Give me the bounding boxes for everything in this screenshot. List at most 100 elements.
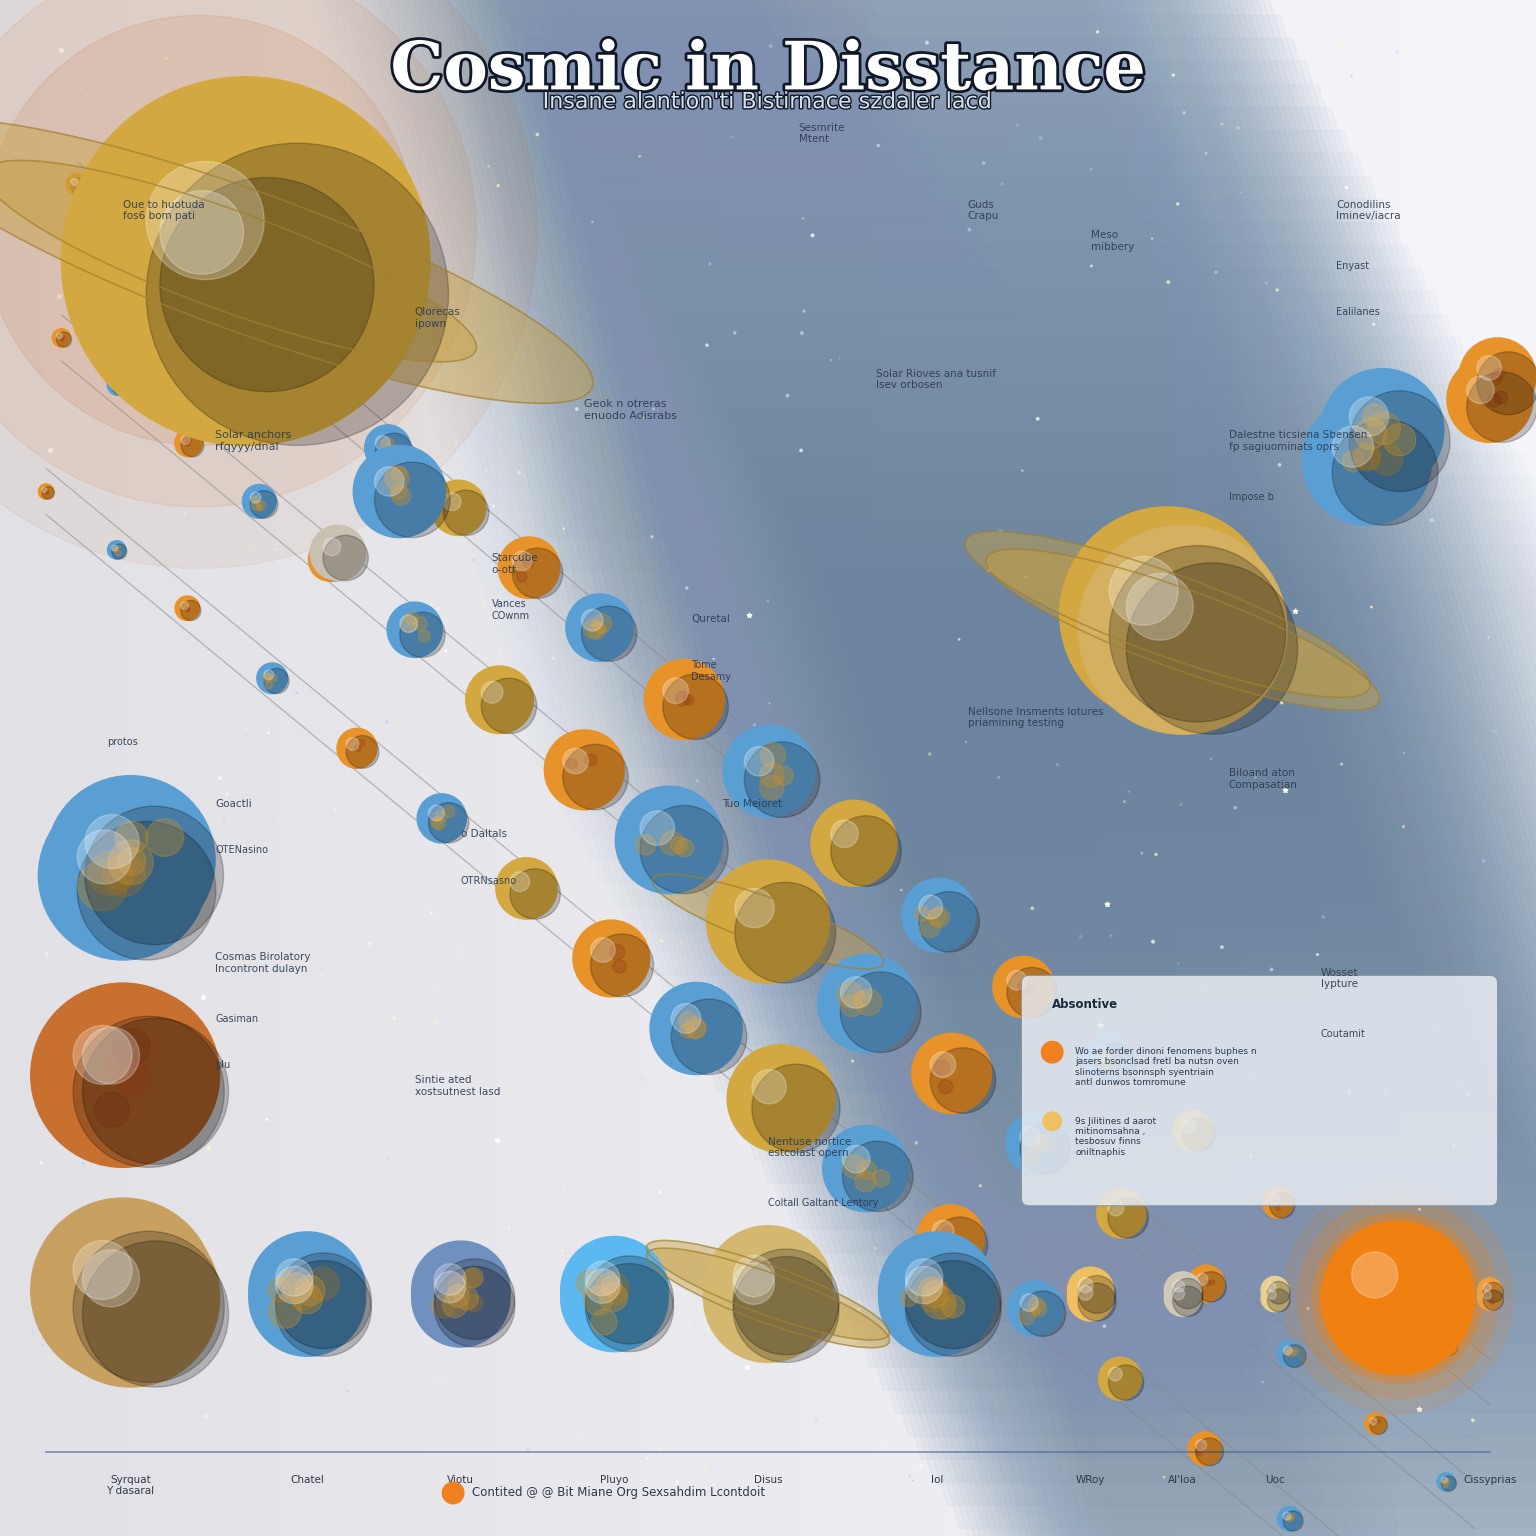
Circle shape [1041, 1041, 1063, 1063]
Point [685, 768, 710, 793]
Text: Coltall Galtant Lentory: Coltall Galtant Lentory [768, 1198, 879, 1209]
Circle shape [1020, 1293, 1038, 1312]
Circle shape [399, 611, 445, 657]
Point [1273, 777, 1298, 802]
Circle shape [582, 607, 637, 662]
Ellipse shape [647, 1241, 889, 1339]
Circle shape [83, 1018, 229, 1164]
Point [1283, 132, 1307, 157]
Circle shape [585, 1269, 621, 1303]
Text: Viotu: Viotu [447, 1475, 475, 1485]
Circle shape [591, 934, 654, 997]
Point [217, 220, 241, 244]
Circle shape [1267, 1281, 1290, 1304]
Point [1339, 1281, 1364, 1306]
Point [1447, 1071, 1471, 1095]
Circle shape [1376, 1419, 1381, 1424]
Circle shape [1364, 1270, 1369, 1275]
Text: Guds
Crapu: Guds Crapu [968, 200, 998, 221]
Point [207, 766, 232, 791]
Point [1078, 157, 1103, 181]
Circle shape [671, 837, 688, 854]
Point [442, 210, 467, 235]
Circle shape [0, 0, 476, 507]
Circle shape [177, 266, 204, 293]
Point [1240, 1068, 1264, 1092]
Circle shape [229, 312, 263, 346]
Circle shape [1495, 392, 1507, 404]
Circle shape [1104, 1060, 1117, 1072]
Point [1310, 438, 1335, 462]
Circle shape [840, 995, 862, 1017]
Point [954, 730, 978, 754]
Circle shape [115, 822, 147, 854]
Circle shape [1491, 373, 1502, 384]
Circle shape [46, 490, 49, 493]
Circle shape [561, 1236, 668, 1344]
Circle shape [671, 998, 746, 1075]
Point [296, 1307, 321, 1332]
Point [986, 765, 1011, 790]
Point [335, 1379, 359, 1404]
Circle shape [1444, 1478, 1448, 1482]
Point [77, 140, 101, 164]
Point [485, 1127, 510, 1152]
Circle shape [183, 273, 190, 281]
Text: Disus: Disus [754, 1475, 782, 1485]
Circle shape [435, 1260, 515, 1339]
Circle shape [355, 745, 361, 751]
Point [177, 419, 201, 444]
Circle shape [78, 862, 127, 911]
Point [793, 1111, 817, 1135]
Circle shape [430, 481, 485, 536]
Circle shape [879, 1240, 995, 1356]
Circle shape [905, 1261, 1001, 1356]
Point [1436, 326, 1461, 350]
Point [696, 1318, 720, 1342]
Circle shape [1206, 1279, 1210, 1286]
Circle shape [187, 278, 194, 284]
Circle shape [1197, 1272, 1226, 1303]
Circle shape [382, 449, 393, 461]
Circle shape [942, 1295, 965, 1318]
Circle shape [1284, 1350, 1290, 1355]
Circle shape [594, 622, 605, 634]
Circle shape [1321, 1221, 1475, 1375]
Text: Geok n otreras
enuodo Adisrabs: Geok n otreras enuodo Adisrabs [584, 399, 676, 421]
Circle shape [146, 143, 449, 445]
Circle shape [1008, 1281, 1063, 1336]
Circle shape [1078, 1286, 1094, 1299]
Point [1124, 1169, 1149, 1193]
Circle shape [244, 327, 250, 333]
Circle shape [115, 1061, 151, 1095]
Circle shape [1183, 1118, 1215, 1150]
Circle shape [1008, 968, 1057, 1018]
Point [951, 92, 975, 117]
Point [52, 914, 77, 938]
Circle shape [181, 601, 201, 621]
Circle shape [1287, 1516, 1293, 1522]
Point [1392, 740, 1416, 765]
Circle shape [429, 805, 444, 820]
Circle shape [831, 816, 902, 886]
Point [1355, 1250, 1379, 1275]
Point [957, 217, 982, 241]
Circle shape [1126, 562, 1298, 734]
Point [240, 535, 264, 559]
Circle shape [524, 559, 533, 568]
Circle shape [1031, 1138, 1043, 1150]
Point [212, 806, 237, 831]
Point [1009, 1289, 1034, 1313]
Circle shape [544, 730, 624, 809]
Circle shape [1068, 1267, 1114, 1313]
Circle shape [932, 1217, 988, 1272]
Circle shape [181, 435, 204, 456]
Point [1097, 1120, 1121, 1144]
Point [800, 223, 825, 247]
Circle shape [1097, 1189, 1146, 1238]
Point [375, 710, 399, 734]
Circle shape [664, 677, 688, 703]
Point [1046, 975, 1071, 1000]
Circle shape [406, 611, 418, 624]
Point [1217, 965, 1241, 989]
